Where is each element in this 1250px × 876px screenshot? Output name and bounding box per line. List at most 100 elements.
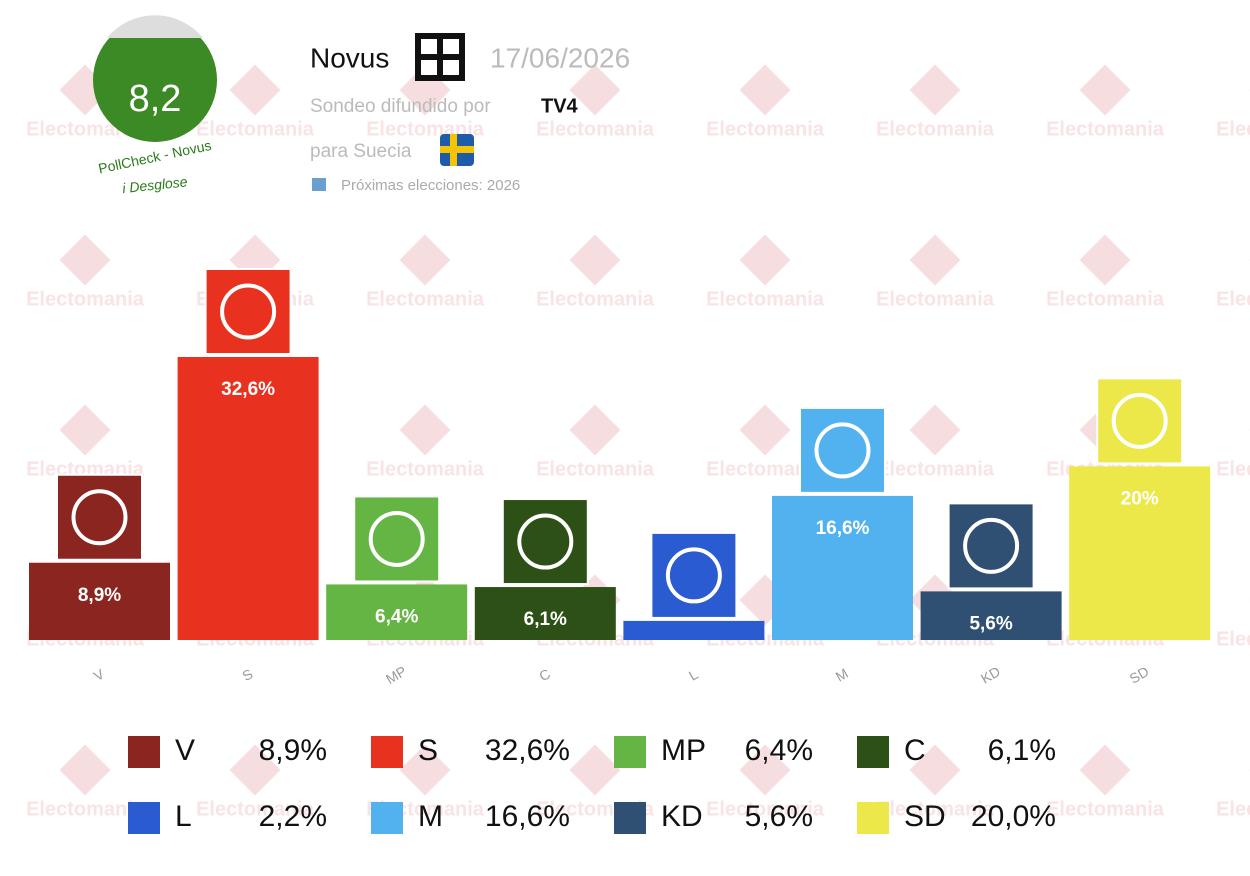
value-label: 16,6%: [816, 518, 870, 539]
legend-icon: [371, 802, 403, 834]
legend-name: M: [418, 800, 443, 833]
party-logo-mark: [220, 283, 277, 340]
watermark-text: Electomania: [536, 118, 655, 140]
watermark-icon: [739, 744, 791, 796]
country: para Suecia: [310, 141, 412, 162]
value-label: 6,4%: [375, 606, 418, 627]
value-label: 20%: [1121, 488, 1159, 509]
next-elections: Próximas elecciones: 2026: [341, 177, 520, 194]
bar: [772, 495, 913, 640]
legend-icon: [614, 736, 646, 768]
watermark-text: Electomania: [1216, 118, 1250, 140]
legend-name: KD: [661, 800, 703, 833]
legend-name: MP: [661, 734, 706, 767]
watermark-text: Electomania: [536, 458, 655, 480]
bar: [920, 591, 1062, 640]
x-tick-label: M: [833, 665, 851, 685]
legend-name: SD: [904, 800, 946, 833]
watermark-text: Electomania: [1046, 798, 1165, 820]
watermark-icon: [569, 744, 621, 796]
score: 8,2: [129, 78, 182, 120]
watermark-text: Electomania: [1216, 628, 1250, 650]
x-tick-label: SD: [1127, 663, 1152, 687]
date: 17/06/2026: [490, 42, 630, 73]
party-logo: [799, 406, 886, 494]
party-logo-mark: [814, 422, 871, 479]
watermark-icon: [59, 234, 111, 286]
x-tick-label: L: [686, 666, 701, 684]
legend-value: 20,0%: [971, 800, 1056, 833]
party-logo: [56, 473, 143, 561]
watermark-icon: [1079, 64, 1131, 116]
party-logo: [1096, 377, 1184, 465]
party-logo-mark: [963, 517, 1020, 574]
watermark-text: Electomania: [876, 288, 995, 310]
party-logo: [947, 502, 1035, 590]
party-logo-mark: [665, 547, 722, 604]
bar: [29, 562, 170, 640]
watermark-text: Electomania: [706, 798, 825, 820]
watermark-text: Electomania: [1046, 288, 1165, 310]
legend-value: 5,6%: [745, 800, 813, 833]
watermark-text: Electomania: [366, 288, 485, 310]
watermark-text: Electomania: [196, 798, 315, 820]
flag: [440, 134, 474, 166]
watermark-icon: [909, 744, 961, 796]
watermark-text: Electomania: [366, 458, 485, 480]
legend-value: 6,1%: [988, 734, 1056, 767]
watermark-icon: [909, 234, 961, 286]
x-tick-label: V: [91, 665, 108, 684]
pollcheck: PollCheck - Novus: [97, 137, 213, 177]
watermark-text: Electomania: [1216, 798, 1250, 820]
watermark-icon: [739, 64, 791, 116]
watermark-icon: [909, 404, 961, 456]
watermark-icon: [399, 404, 451, 456]
legend-icon: [614, 802, 646, 834]
watermark-icon: [1079, 744, 1131, 796]
x-tick-label: MP: [383, 663, 409, 687]
party-logo-mark: [517, 513, 574, 570]
watermark-text: Electomania: [26, 288, 145, 310]
x-tick-label: KD: [978, 663, 1003, 687]
legend-name: L: [175, 800, 192, 833]
party-logo-mark: [1111, 392, 1168, 449]
watermark-text: Electomania: [876, 458, 995, 480]
watermark-icon: [59, 744, 111, 796]
watermark-icon: [229, 744, 281, 796]
watermark-icon: [229, 64, 281, 116]
party-logo-mark: [71, 489, 128, 546]
broadcaster: TV4: [541, 95, 579, 117]
watermark-text: Electomania: [706, 118, 825, 140]
value-label: 6,1%: [524, 609, 567, 630]
watermark-text: Electomania: [26, 798, 145, 820]
legend-name: V: [175, 734, 195, 767]
chart: 8,9% V 32,6% S 6,4% MP 6,1% C L 16,6% M 5,6% KD 20% SD: [29, 268, 1211, 687]
broadcast-label: Sondeo difundido por: [310, 96, 491, 117]
watermark-icon: [569, 404, 621, 456]
legend-icon: [857, 802, 889, 834]
score-circle: [93, 18, 217, 142]
watermark-icon: [399, 744, 451, 796]
watermark-text: Electomania: [876, 798, 995, 820]
ballot-icon: [312, 178, 326, 191]
legend-icon: [371, 736, 403, 768]
legend-value: 8,9%: [259, 734, 327, 767]
value-label: 32,6%: [221, 379, 275, 400]
value-label: 8,9%: [78, 585, 121, 606]
score-ring: [107, 15, 203, 39]
value-label: 5,6%: [969, 613, 1012, 634]
breakdown-link[interactable]: i Desglose: [122, 173, 189, 196]
watermark-text: Electomania: [1216, 288, 1250, 310]
legend-icon: [128, 736, 160, 768]
watermark-text: Electomania: [706, 458, 825, 480]
pollster: Novus: [310, 42, 389, 73]
watermark-text: Electomania: [1046, 118, 1165, 140]
watermark-icon: [569, 64, 621, 116]
x-tick-label: C: [536, 665, 553, 684]
watermark-text: Electomania: [706, 288, 825, 310]
watermark-icon: [739, 404, 791, 456]
legend-name: S: [418, 734, 438, 767]
legend-name: C: [904, 734, 926, 767]
bar: [474, 587, 616, 640]
